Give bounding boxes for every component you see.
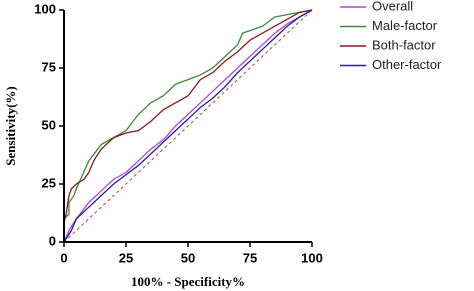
- roc-curve: [63, 9, 313, 242]
- x-tick-label: 50: [181, 250, 195, 265]
- legend-label: Overall: [372, 0, 413, 13]
- y-axis-title: Sensitivity(%): [3, 86, 18, 165]
- x-tick-label: 75: [243, 250, 257, 265]
- x-tick-label: 25: [119, 250, 133, 265]
- legend-label: Male-factor: [372, 18, 438, 33]
- x-tick-label: 0: [60, 250, 67, 265]
- reference-line: [63, 9, 313, 243]
- legend-label: Both-factor: [372, 37, 436, 52]
- roc-curve: [63, 9, 313, 242]
- roc-curve: [63, 9, 313, 243]
- y-tick-label: 100: [34, 1, 56, 16]
- roc-curve: [63, 9, 313, 243]
- x-axis-title: 100% - Specificity%: [131, 274, 245, 289]
- y-tick-label: 75: [42, 59, 56, 74]
- y-tick-label: 50: [42, 117, 56, 132]
- y-tick-label: 25: [42, 175, 56, 190]
- y-tick-label: 0: [49, 233, 56, 248]
- x-tick-label: 100: [301, 250, 323, 265]
- legend-label: Other-factor: [372, 57, 442, 72]
